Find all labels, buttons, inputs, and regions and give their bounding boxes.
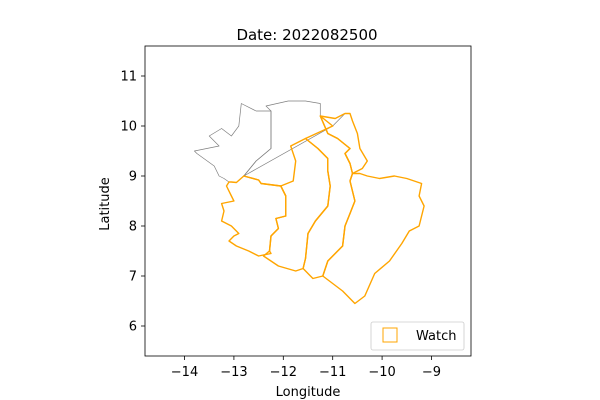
x-tick-label: −9: [422, 365, 441, 380]
chart-title: Date: 2022082500: [236, 26, 377, 44]
x-tick-label: −12: [270, 365, 297, 380]
y-axis-label: Latitude: [98, 177, 113, 231]
x-tick-label: −10: [368, 365, 395, 380]
x-tick-label: −11: [319, 365, 346, 380]
y-tick-label: 10: [120, 120, 137, 135]
y-tick-label: 7: [129, 270, 137, 285]
x-axis-label: Longitude: [276, 385, 341, 400]
y-tick-label: 6: [129, 320, 137, 335]
y-tick-label: 8: [129, 220, 137, 235]
y-tick-label: 11: [120, 70, 137, 85]
legend-watch-label: Watch: [416, 329, 456, 344]
x-tick-label: −14: [171, 365, 198, 380]
legend: Watch: [371, 322, 464, 350]
y-tick-label: 9: [129, 170, 137, 185]
x-tick-label: −13: [220, 365, 247, 380]
